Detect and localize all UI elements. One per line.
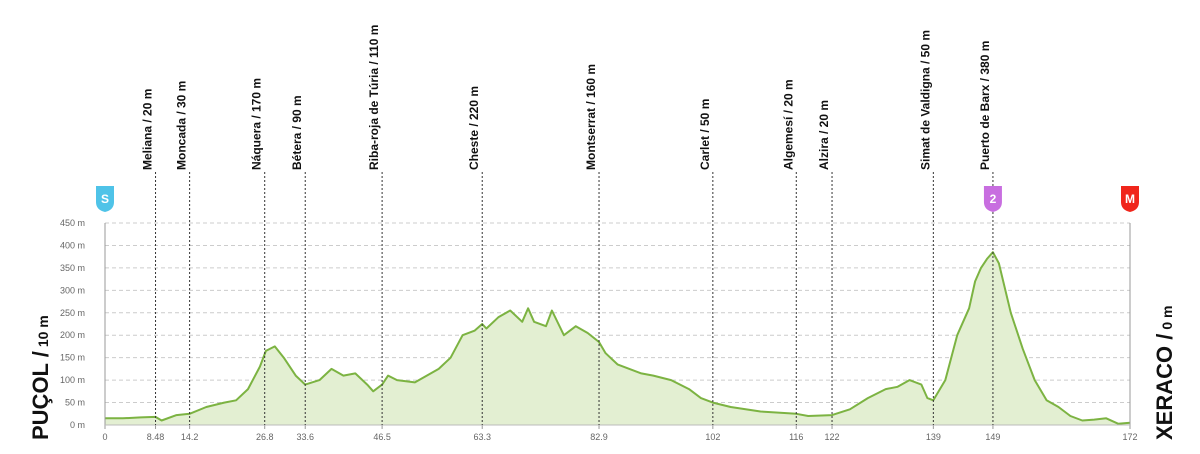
waypoint-label: Náquera / 170 m	[250, 78, 264, 170]
elevation-area	[105, 252, 1130, 425]
badge: 2	[983, 186, 1002, 212]
badge-label: S	[101, 192, 109, 206]
waypoint-label: Algemesí / 20 m	[781, 79, 795, 170]
y-tick-label: 450 m	[60, 218, 85, 228]
y-tick-label: 200 m	[60, 330, 85, 340]
badge-shape	[96, 186, 114, 212]
waypoint-label: Cheste / 220 m	[467, 86, 481, 170]
finish-label: XERACO / 0 m	[1152, 306, 1177, 440]
y-tick-label: 100 m	[60, 375, 85, 385]
finish-name: XERACO /	[1152, 334, 1177, 440]
badge: S	[96, 186, 114, 212]
finish-elevation: 0 m	[1159, 306, 1175, 330]
x-tick-label: 46.5	[373, 432, 391, 442]
waypoint-label: Riba-roja de Túria / 110 m	[367, 25, 381, 170]
waypoint-label: Alzira / 20 m	[817, 100, 831, 170]
waypoint-label: Montserrat / 160 m	[584, 64, 598, 170]
y-tick-label: 250 m	[60, 308, 85, 318]
start-label: PUÇOL / 10 m	[28, 315, 53, 440]
waypoint-label: Bétera / 90 m	[290, 95, 304, 170]
y-tick-label: 0 m	[70, 420, 85, 430]
y-tick-label: 350 m	[60, 263, 85, 273]
start-elevation: 10 m	[35, 315, 51, 347]
badge-shape	[1121, 186, 1139, 212]
badge-label: 2	[990, 192, 997, 206]
waypoint-label: Moncada / 30 m	[175, 81, 189, 170]
x-tick-label: 8.48	[147, 432, 165, 442]
x-tick-label: 172	[1122, 432, 1137, 442]
start-name: PUÇOL /	[28, 351, 53, 440]
x-tick-label: 139	[926, 432, 941, 442]
waypoint-label: Puerto de Barx / 380 m	[978, 41, 992, 170]
badge: M	[1121, 186, 1139, 212]
x-tick-label: 122	[825, 432, 840, 442]
x-tick-label: 102	[705, 432, 720, 442]
y-tick-label: 50 m	[65, 398, 85, 408]
x-tick-label: 0	[102, 432, 107, 442]
x-tick-label: 63.3	[473, 432, 491, 442]
x-tick-label: 116	[789, 432, 803, 442]
x-tick-label: 149	[985, 432, 1000, 442]
waypoint-label: Meliana / 20 m	[141, 89, 155, 170]
waypoint-label: Carlet / 50 m	[698, 99, 712, 170]
waypoint-label: Simat de Valdigna / 50 m	[918, 30, 932, 170]
x-tick-label: 82.9	[590, 432, 608, 442]
x-tick-label: 14.2	[181, 432, 199, 442]
badge-label: M	[1125, 192, 1135, 206]
x-tick-label: 33.6	[296, 432, 314, 442]
y-tick-label: 400 m	[60, 240, 85, 250]
x-tick-label: 26.8	[256, 432, 274, 442]
elevation-line	[105, 251, 1131, 425]
y-tick-label: 150 m	[60, 353, 85, 363]
y-tick-label: 300 m	[60, 285, 85, 295]
badge-shape	[983, 186, 1002, 212]
